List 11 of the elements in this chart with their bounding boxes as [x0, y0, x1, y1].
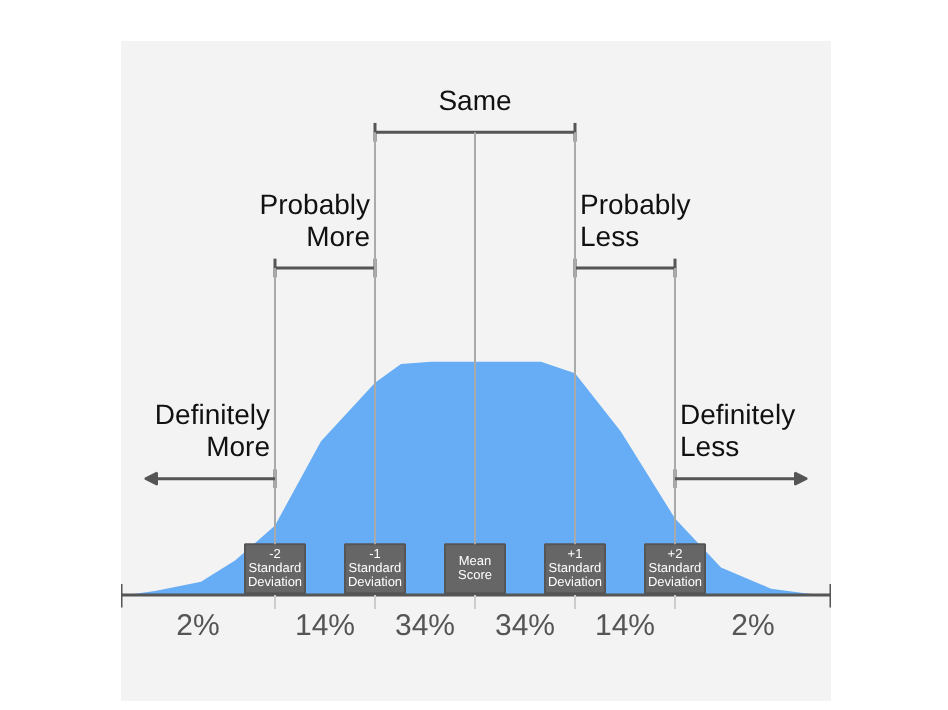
text: 34% — [394, 609, 456, 644]
text: 14% — [294, 609, 356, 644]
text: Probably Less — [580, 187, 691, 252]
text: Probably More — [259, 187, 371, 252]
text: Same — [438, 83, 512, 116]
text: 34% — [494, 609, 556, 644]
text: 14% — [594, 609, 656, 644]
annotation: Definitely Less — [680, 398, 796, 463]
text: 2% — [176, 609, 220, 644]
text: 2% — [731, 609, 775, 644]
annotation: Definitely More — [154, 398, 271, 463]
